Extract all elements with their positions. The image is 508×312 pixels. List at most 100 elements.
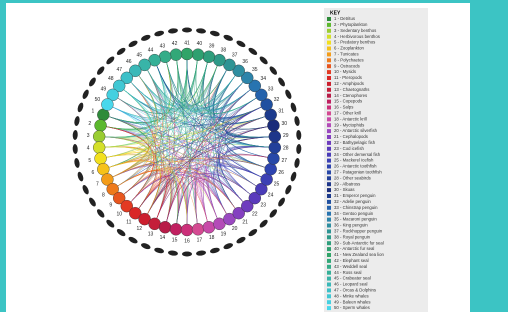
node xyxy=(267,152,279,164)
key-label: 22 - Bathypelagic fish xyxy=(334,140,376,145)
node xyxy=(95,120,107,132)
key-swatch xyxy=(327,283,331,287)
key-swatch xyxy=(327,52,331,56)
key-swatch xyxy=(327,117,331,121)
node-number: 8 xyxy=(102,192,105,198)
key-swatch xyxy=(327,194,331,198)
node xyxy=(203,221,215,233)
key-label: 12 - Amphipods xyxy=(334,81,364,86)
node-number: 4 xyxy=(87,146,90,152)
node xyxy=(93,142,105,154)
key-label: 14 - Ctenophores xyxy=(334,93,367,98)
node-number: 7 xyxy=(96,181,99,187)
node xyxy=(170,49,182,61)
key-label: 26 - Antarctic toothfish xyxy=(334,164,377,169)
key-label: 44 - Ross seal xyxy=(334,270,362,275)
key-swatch xyxy=(327,265,331,269)
key-swatch xyxy=(327,212,331,216)
node-number: 29 xyxy=(283,133,289,139)
key-label: 29 - Albatross xyxy=(334,181,360,186)
node-number: 24 xyxy=(268,192,274,198)
key-swatch xyxy=(327,170,331,174)
node-number: 23 xyxy=(260,202,266,208)
key-swatch xyxy=(327,206,331,210)
key-label: 1 - Detritus xyxy=(334,16,355,21)
key-swatch xyxy=(327,159,331,163)
key-swatch xyxy=(327,165,331,169)
key-label: 4 - Herbivorous benthos xyxy=(334,34,380,39)
key-label: 20 - Antarctic silverfish xyxy=(334,128,378,133)
key-label: 46 - Leopard seal xyxy=(334,282,367,287)
key-swatch xyxy=(327,29,331,33)
key-swatch xyxy=(327,35,331,39)
key-label: 37 - Rockhopper penguin xyxy=(334,229,383,234)
node xyxy=(265,163,277,175)
node-number: 34 xyxy=(260,76,266,82)
key-swatch xyxy=(327,47,331,51)
key-swatch xyxy=(327,241,331,245)
key-swatch xyxy=(327,153,331,157)
node-number: 46 xyxy=(126,59,132,65)
key-swatch xyxy=(327,82,331,86)
key-swatch xyxy=(327,58,331,62)
node xyxy=(269,142,281,154)
node xyxy=(267,120,279,132)
node-number: 5 xyxy=(88,158,91,164)
node-number: 16 xyxy=(184,238,190,244)
key-swatch xyxy=(327,17,331,21)
key-swatch xyxy=(327,111,331,115)
key-swatch xyxy=(327,288,331,292)
node-number: 33 xyxy=(268,86,274,92)
key-swatch xyxy=(327,76,331,80)
key-label: 41 - New Zealand sea lion xyxy=(334,252,385,257)
node-number: 21 xyxy=(242,219,248,225)
node-number: 37 xyxy=(232,53,238,59)
key-swatch xyxy=(327,229,331,233)
key-swatch xyxy=(327,41,331,45)
key-swatch xyxy=(327,253,331,257)
key-swatch xyxy=(327,141,331,145)
key-label: 33 - Chinstrap penguin xyxy=(334,205,378,210)
key-label: 34 - Gentoo penguin xyxy=(334,211,374,216)
node xyxy=(269,130,281,142)
node-number: 25 xyxy=(274,181,280,187)
key-swatch xyxy=(327,218,331,222)
key-swatch xyxy=(327,64,331,68)
node-number: 20 xyxy=(232,226,238,232)
key-label: 45 - Crabeater seal xyxy=(334,276,371,281)
node xyxy=(159,51,171,63)
key-label: 15 - Copepods xyxy=(334,99,362,104)
node-number: 41 xyxy=(184,40,190,46)
animal-silhouette xyxy=(182,28,192,33)
key-swatch xyxy=(327,294,331,298)
key-label: 28 - Other seabirds xyxy=(334,175,371,180)
key-label: 27 - Patagonian toothfish xyxy=(334,170,382,175)
key-label: 19 - Myctophids xyxy=(334,122,364,127)
key-swatch xyxy=(327,135,331,139)
diagram: KEY 123456789101112131415161718192021222… xyxy=(0,0,508,312)
key-swatch xyxy=(327,106,331,110)
node-number: 26 xyxy=(278,170,284,176)
key-label: 3 - Sedentary benthos xyxy=(334,28,376,33)
node-number: 28 xyxy=(283,146,289,152)
key-swatch xyxy=(327,94,331,98)
node-number: 10 xyxy=(116,211,122,217)
node-number: 27 xyxy=(281,158,287,164)
node-number: 15 xyxy=(172,238,178,244)
key-label: 30 - Skuas xyxy=(334,187,355,192)
key-swatch xyxy=(327,182,331,186)
key-swatch xyxy=(327,70,331,74)
key-swatch xyxy=(327,147,331,151)
key-label: 40 - Antarctic fur seal xyxy=(334,246,374,251)
node-number: 47 xyxy=(116,67,122,73)
node xyxy=(181,48,193,60)
node xyxy=(213,54,225,66)
key-swatch xyxy=(327,271,331,275)
node-number: 17 xyxy=(197,238,203,244)
key-swatch xyxy=(327,188,331,192)
key-label: 39 - Sub-Antarctic fur seal xyxy=(334,240,384,245)
node xyxy=(170,223,182,235)
key-swatch xyxy=(327,247,331,251)
node xyxy=(181,224,193,236)
key-swatch xyxy=(327,224,331,228)
